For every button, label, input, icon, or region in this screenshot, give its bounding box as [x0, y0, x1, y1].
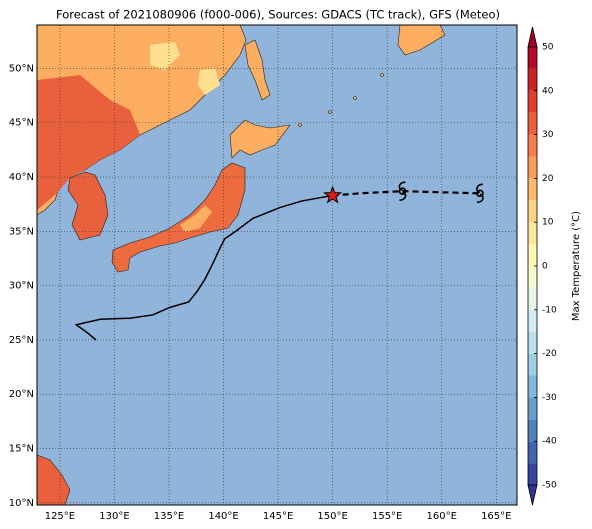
colorbar-tick-label: -30 — [542, 393, 557, 403]
colorbar-tick-label: 20 — [542, 174, 554, 184]
continent-warm — [37, 75, 140, 210]
continent-cool — [198, 68, 220, 95]
sakhalin — [244, 39, 271, 101]
island — [353, 96, 357, 100]
x-tick-label: 145°E — [263, 511, 293, 522]
colorbar-band — [528, 134, 537, 157]
island — [380, 73, 384, 77]
land — [37, 25, 446, 505]
x-tick-label: 160°E — [427, 511, 457, 522]
colorbar-tick-label: 40 — [542, 86, 554, 96]
korea — [67, 171, 109, 241]
y-tick-label: 35°N — [9, 226, 34, 237]
colorbar-band — [528, 244, 537, 266]
colorbar-band — [528, 222, 537, 245]
cyclone-symbol — [398, 181, 407, 201]
colorbar-tick-label: 0 — [542, 262, 548, 272]
x-tick-label: 140°E — [208, 511, 238, 522]
colorbar-band — [528, 112, 537, 135]
kamchatka — [397, 25, 446, 56]
honshu — [111, 162, 246, 273]
past-track — [74, 194, 333, 341]
colorbar-label: Max Temperature (°C) — [571, 211, 582, 321]
colorbar-band — [528, 441, 537, 464]
y-tick-label: 40°N — [9, 172, 34, 183]
colorbar-band — [528, 200, 537, 223]
x-tick-label: 165°E — [481, 511, 511, 522]
y-tick-label: 15°N — [9, 444, 34, 455]
colorbar-tick-label: -10 — [542, 305, 557, 315]
colorbar-tick-label: -50 — [542, 481, 557, 491]
colorbar-band — [528, 156, 537, 179]
colorbar-tick-label: 10 — [542, 218, 554, 228]
y-tick-label: 20°N — [9, 389, 34, 400]
overlay — [37, 25, 517, 505]
x-tick-label: 125°E — [45, 511, 75, 522]
x-tick-label: 130°E — [99, 511, 129, 522]
colorbar-band — [528, 331, 537, 354]
colorbar-extend-high — [527, 26, 538, 48]
y-tick-label: 10°N — [9, 498, 34, 509]
southwest-land — [37, 454, 71, 505]
colorbar-band — [528, 68, 537, 91]
y-tick-label: 45°N — [9, 118, 34, 129]
colorbar-tick-label: -20 — [542, 349, 557, 359]
colorbar-band — [528, 419, 537, 442]
colorbar-band — [528, 178, 537, 201]
colorbar-band — [528, 287, 537, 310]
cyclone-symbol — [476, 183, 484, 204]
y-tick-label: 30°N — [9, 281, 34, 292]
colorbar-tick-label: 30 — [542, 130, 554, 140]
forecast-track — [332, 190, 480, 197]
colorbar-band — [528, 397, 537, 420]
continent-cool — [150, 42, 180, 70]
y-tick-label: 50°N — [9, 63, 34, 74]
colorbar-tick-label: -40 — [542, 437, 557, 447]
island — [328, 110, 332, 114]
x-tick-label: 150°E — [317, 511, 347, 522]
colorbar-band — [528, 353, 537, 376]
current-position — [323, 185, 343, 204]
map-title: Forecast of 2021080906 (f000-006), Sourc… — [56, 8, 500, 22]
x-tick-label: 155°E — [372, 511, 402, 522]
island — [298, 123, 302, 127]
colorbar-band — [528, 90, 537, 113]
colorbar-band — [528, 266, 537, 288]
colorbar-band — [528, 463, 537, 485]
colorbar-band — [528, 309, 537, 332]
colorbar-band — [528, 47, 537, 69]
colorbar-band — [528, 375, 537, 398]
map-frame — [36, 24, 518, 506]
y-tick-label: 25°N — [9, 335, 34, 346]
colorbar-tick-label: 50 — [542, 43, 554, 53]
hokkaido — [229, 119, 291, 159]
colorbar-extend-low — [527, 484, 538, 506]
x-tick-label: 135°E — [154, 511, 184, 522]
honshu-cool — [180, 205, 212, 232]
